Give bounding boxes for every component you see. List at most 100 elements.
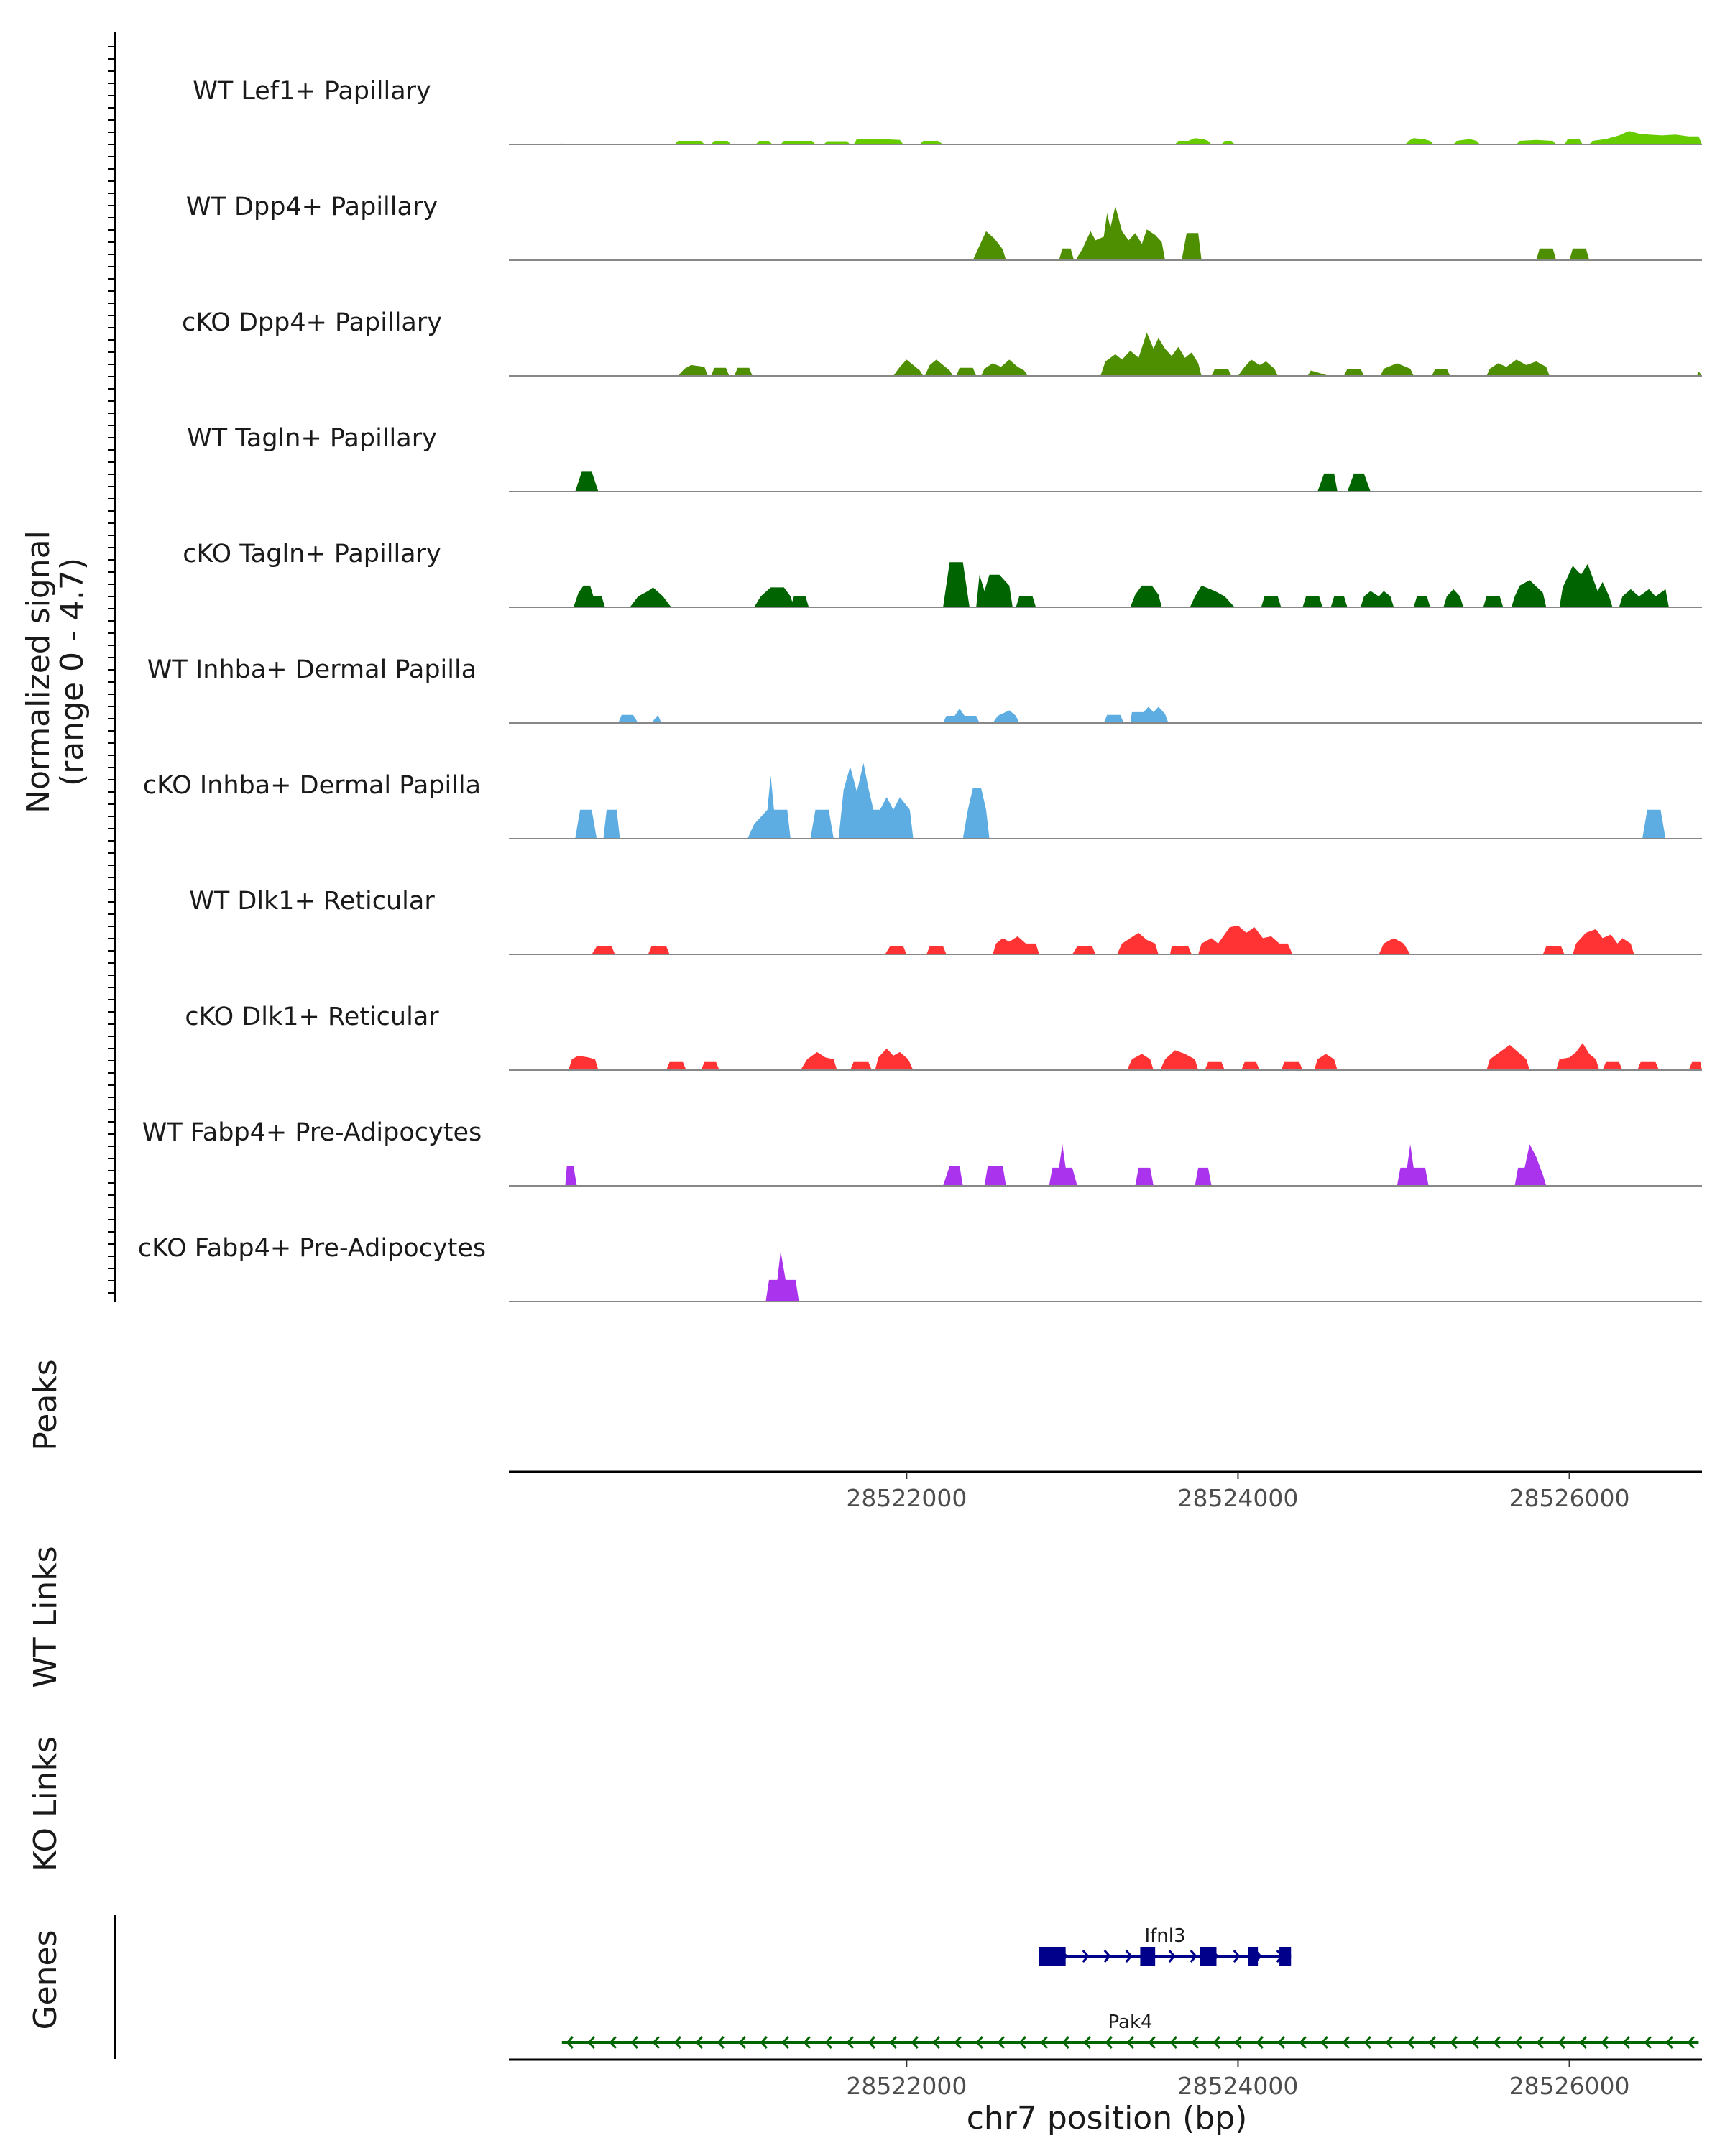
x-tick-label: 28524000	[1177, 2072, 1298, 2100]
strand-arrow	[652, 2036, 660, 2049]
x-tick-label: 28522000	[846, 2072, 967, 2100]
strand-arrow	[1277, 2036, 1285, 2049]
x-tick-label: 28526000	[1509, 2072, 1630, 2100]
strand-arrow	[1191, 2036, 1199, 2049]
track-4: cKO Tagln+ Papillary	[183, 540, 1702, 608]
coverage-area	[509, 471, 1702, 492]
x-axis-title: chr7 position (bp)	[967, 2100, 1248, 2137]
track-label: WT Lef1+ Papillary	[193, 77, 431, 106]
track-9: WT Fabp4+ Pre-Adipocytes	[142, 1118, 1702, 1187]
strand-arrow	[1536, 2036, 1544, 2049]
strand-arrow	[1018, 2036, 1026, 2049]
coverage-area	[509, 332, 1702, 376]
y-axis-title-line2: (range 0 - 4.7)	[54, 558, 91, 786]
strand-arrow	[1103, 1950, 1111, 1963]
strand-arrow	[954, 2036, 962, 2049]
strand-arrow	[1342, 2036, 1350, 2049]
strand-arrow	[630, 2036, 638, 2049]
track-10: cKO Fabp4+ Pre-Adipocytes	[138, 1234, 1702, 1302]
coverage-area	[509, 763, 1702, 839]
strand-arrow	[760, 2036, 768, 2049]
track-label: WT Dpp4+ Papillary	[186, 193, 438, 221]
strand-arrow	[738, 2036, 746, 2049]
y-axis-title: Normalized signal (range 0 - 4.7)	[20, 530, 91, 814]
strand-arrow	[566, 2036, 574, 2049]
strand-arrow	[1299, 2036, 1307, 2049]
strand-arrow	[781, 2036, 789, 2049]
strand-arrow	[1450, 2036, 1458, 2049]
track-2: cKO Dpp4+ Papillary	[182, 308, 1702, 377]
track-1: WT Dpp4+ Papillary	[186, 193, 1702, 261]
gene-Pak4: Pak4	[561, 2012, 1699, 2049]
strand-arrow	[695, 2036, 703, 2049]
strand-arrow	[1234, 2036, 1242, 2049]
coverage-area	[509, 206, 1702, 260]
y-axis-title-line1: Normalized signal	[20, 530, 57, 814]
strand-arrow	[1493, 2036, 1501, 2049]
gene-Ifnl3: Ifnl3	[1039, 1925, 1292, 1966]
strand-arrow	[975, 2036, 983, 2049]
strand-arrow	[1407, 2036, 1414, 2049]
track-6: cKO Inhba+ Dermal Papilla	[143, 763, 1702, 839]
x-tick-label: 28522000	[846, 1484, 967, 1512]
exon	[1039, 1947, 1066, 1966]
gene-name: Pak4	[1108, 2012, 1153, 2033]
track-label: WT Dlk1+ Reticular	[189, 887, 435, 916]
strand-arrow	[1471, 2036, 1479, 2049]
strand-arrow	[868, 2036, 875, 2049]
x-tick-label: 28526000	[1509, 1484, 1630, 1512]
track-label: cKO Inhba+ Dermal Papilla	[143, 771, 481, 800]
strand-arrow	[1040, 2036, 1048, 2049]
strand-arrow	[1558, 2036, 1565, 2049]
track-label: WT Tagln+ Papillary	[187, 424, 437, 453]
strand-arrow	[1665, 2036, 1673, 2049]
strand-arrow	[609, 2036, 617, 2049]
strand-arrow	[1169, 2036, 1177, 2049]
strand-arrow	[717, 2036, 724, 2049]
strand-arrow	[846, 2036, 854, 2049]
strand-arrow	[1363, 2036, 1371, 2049]
track-3: WT Tagln+ Papillary	[187, 424, 1702, 492]
track-label: cKO Fabp4+ Pre-Adipocytes	[138, 1234, 486, 1263]
strand-arrow	[1514, 2036, 1522, 2049]
strand-arrow	[1428, 2036, 1436, 2049]
genes-track: Ifnl3 Pak4	[561, 1925, 1699, 2049]
strand-arrow	[1622, 2036, 1630, 2049]
strand-arrow	[1601, 2036, 1609, 2049]
coverage-area	[509, 706, 1702, 723]
strand-arrow	[587, 2036, 595, 2049]
strand-arrow	[1233, 1950, 1241, 1963]
strand-arrow	[932, 2036, 940, 2049]
strand-arrow	[673, 2036, 681, 2049]
strand-arrow	[1125, 1950, 1133, 1963]
strand-arrow	[1213, 2036, 1220, 2049]
strand-arrow	[1062, 2036, 1070, 2049]
peaks-label: Peaks	[27, 1359, 64, 1450]
wt-links-label: WT Links	[27, 1546, 64, 1687]
strand-arrow	[997, 2036, 1005, 2049]
strand-arrow	[824, 2036, 832, 2049]
x-axis-peaks: 28522000 28524000 28526000	[509, 1470, 1702, 1512]
strand-arrow	[1579, 2036, 1587, 2049]
strand-arrow	[911, 2036, 919, 2049]
track-label: cKO Dpp4+ Papillary	[182, 308, 442, 337]
coverage-tracks: WT Lef1+ Papillary WT Dpp4+ Papillary cKO …	[138, 77, 1702, 1302]
x-axis-genes: 28522000 28524000 28526000	[509, 2058, 1702, 2100]
x-tick-label: 28524000	[1177, 1484, 1298, 1512]
strand-arrow	[1644, 2036, 1652, 2049]
track-8: cKO Dlk1+ Reticular	[185, 1003, 1702, 1071]
exon	[1279, 1947, 1292, 1966]
exon	[1140, 1947, 1156, 1966]
coverage-area	[509, 1043, 1702, 1070]
strand-arrow	[1126, 2036, 1134, 2049]
strand-arrow	[1190, 1950, 1197, 1963]
track-label: WT Inhba+ Dermal Papilla	[147, 655, 477, 684]
track-5: WT Inhba+ Dermal Papilla	[147, 655, 1702, 724]
coverage-area	[509, 1144, 1702, 1186]
strand-arrow	[1082, 1950, 1090, 1963]
track-0: WT Lef1+ Papillary	[193, 77, 1702, 145]
track-7: WT Dlk1+ Reticular	[189, 887, 1702, 955]
strand-arrow	[1256, 2036, 1264, 2049]
coverage-area	[509, 925, 1702, 954]
